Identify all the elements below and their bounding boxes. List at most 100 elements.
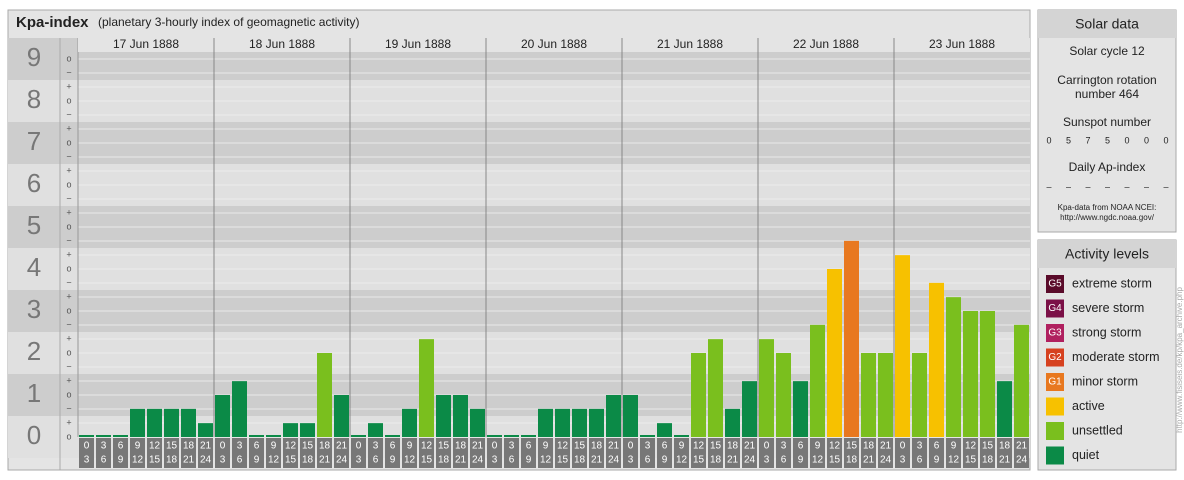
hour-box (96, 438, 111, 468)
hour-box (793, 438, 808, 468)
hour-box (844, 438, 859, 468)
hour-box (181, 438, 196, 468)
hour-box (317, 438, 332, 468)
x-tick-label: 6 (645, 455, 651, 466)
carrington: number 464 (1075, 87, 1139, 101)
x-tick-label: 6 (934, 441, 940, 452)
x-tick-label: 18 (455, 441, 467, 452)
x-tick-label: 9 (407, 441, 413, 452)
x-tick-label: 3 (356, 455, 362, 466)
levels-title: Activity levels (1065, 246, 1149, 262)
x-tick-label: 15 (557, 455, 569, 466)
ap-label: Daily Ap-index (1069, 160, 1146, 174)
x-tick-label: 3 (628, 455, 634, 466)
y-subtick-label: o (66, 221, 71, 231)
bar (708, 339, 723, 437)
x-tick-label: 9 (951, 441, 957, 452)
sunspot-value: 0 (1144, 135, 1149, 145)
hour-box (776, 438, 791, 468)
hour-box (861, 438, 876, 468)
hour-box (555, 438, 570, 468)
day-header (78, 38, 214, 52)
hour-box (895, 438, 910, 468)
bar (997, 381, 1012, 437)
x-tick-label: 9 (934, 455, 940, 466)
x-tick-label: 18 (319, 441, 331, 452)
y-subtick-label: + (66, 375, 71, 385)
day-label: 17 Jun 1888 (113, 37, 179, 51)
bar (572, 408, 587, 437)
bar (606, 395, 621, 437)
y-subtick-label: o (66, 95, 71, 105)
hour-box (980, 438, 995, 468)
hour-box (300, 438, 315, 468)
x-tick-label: 21 (472, 441, 484, 452)
sunspot-value: 5 (1066, 135, 1071, 145)
x-tick-label: 0 (764, 441, 770, 452)
hour-box (674, 438, 689, 468)
levels-header (1038, 240, 1176, 268)
y-subtick-label: o (66, 179, 71, 189)
legend-swatch (1046, 422, 1064, 440)
x-tick-label: 6 (101, 455, 107, 466)
x-tick-label: 21 (744, 441, 756, 452)
day-header (486, 38, 622, 52)
x-tick-label: 15 (149, 455, 161, 466)
x-tick-label: 15 (829, 455, 841, 466)
x-tick-label: 6 (798, 441, 804, 452)
side-url: http://www.fisiseis.de/kp/kpa_archive.ph… (1175, 287, 1184, 433)
x-tick-label: 6 (373, 455, 379, 466)
source: Kpa-data from NOAA NCEI: (1058, 203, 1157, 212)
hour-box (164, 438, 179, 468)
x-tick-label: 15 (166, 441, 178, 452)
x-tick-label: 21 (591, 455, 603, 466)
y-tick-label: 2 (27, 336, 41, 366)
x-tick-label: 18 (863, 441, 875, 452)
hour-box (198, 438, 213, 468)
x-tick-label: 6 (237, 455, 243, 466)
x-tick-label: 3 (220, 455, 226, 466)
bar (436, 395, 451, 437)
hour-box (912, 438, 927, 468)
y-subtick-label: − (66, 67, 71, 77)
sunspot-value: 5 (1105, 135, 1110, 145)
hour-box (929, 438, 944, 468)
bar (419, 339, 434, 437)
sunspot-value: 7 (1085, 135, 1090, 145)
x-tick-label: 3 (645, 441, 651, 452)
y-subtick-label: − (66, 319, 71, 329)
bar (623, 395, 638, 437)
day-header (350, 38, 486, 52)
x-tick-label: 9 (271, 441, 277, 452)
y-subtick-label: − (66, 361, 71, 371)
x-tick-label: 15 (438, 441, 450, 452)
bar (351, 435, 366, 437)
y-subtick-label: + (66, 291, 71, 301)
bar (912, 353, 927, 437)
y-tick-label: 1 (27, 378, 41, 408)
bar (657, 423, 672, 437)
bar (470, 408, 485, 437)
day-label: 21 Jun 1888 (657, 37, 723, 51)
x-tick-label: 21 (863, 455, 875, 466)
bar (963, 311, 978, 437)
day-header (758, 38, 894, 52)
bar (300, 423, 315, 437)
x-tick-label: 3 (84, 455, 90, 466)
bar (487, 435, 502, 437)
bar (249, 435, 264, 437)
x-tick-label: 3 (764, 455, 770, 466)
x-tick-label: 6 (254, 441, 260, 452)
hour-box (215, 438, 230, 468)
bar (589, 408, 604, 437)
x-tick-label: 21 (1016, 441, 1028, 452)
chart-title: Kpa-index (16, 14, 89, 31)
sunspot-value: 0 (1046, 135, 1051, 145)
x-tick-label: 24 (880, 455, 892, 466)
bar (453, 395, 468, 437)
bar (555, 408, 570, 437)
hour-box (470, 438, 485, 468)
x-tick-label: 24 (744, 455, 756, 466)
x-tick-label: 15 (285, 455, 297, 466)
bar (283, 423, 298, 437)
